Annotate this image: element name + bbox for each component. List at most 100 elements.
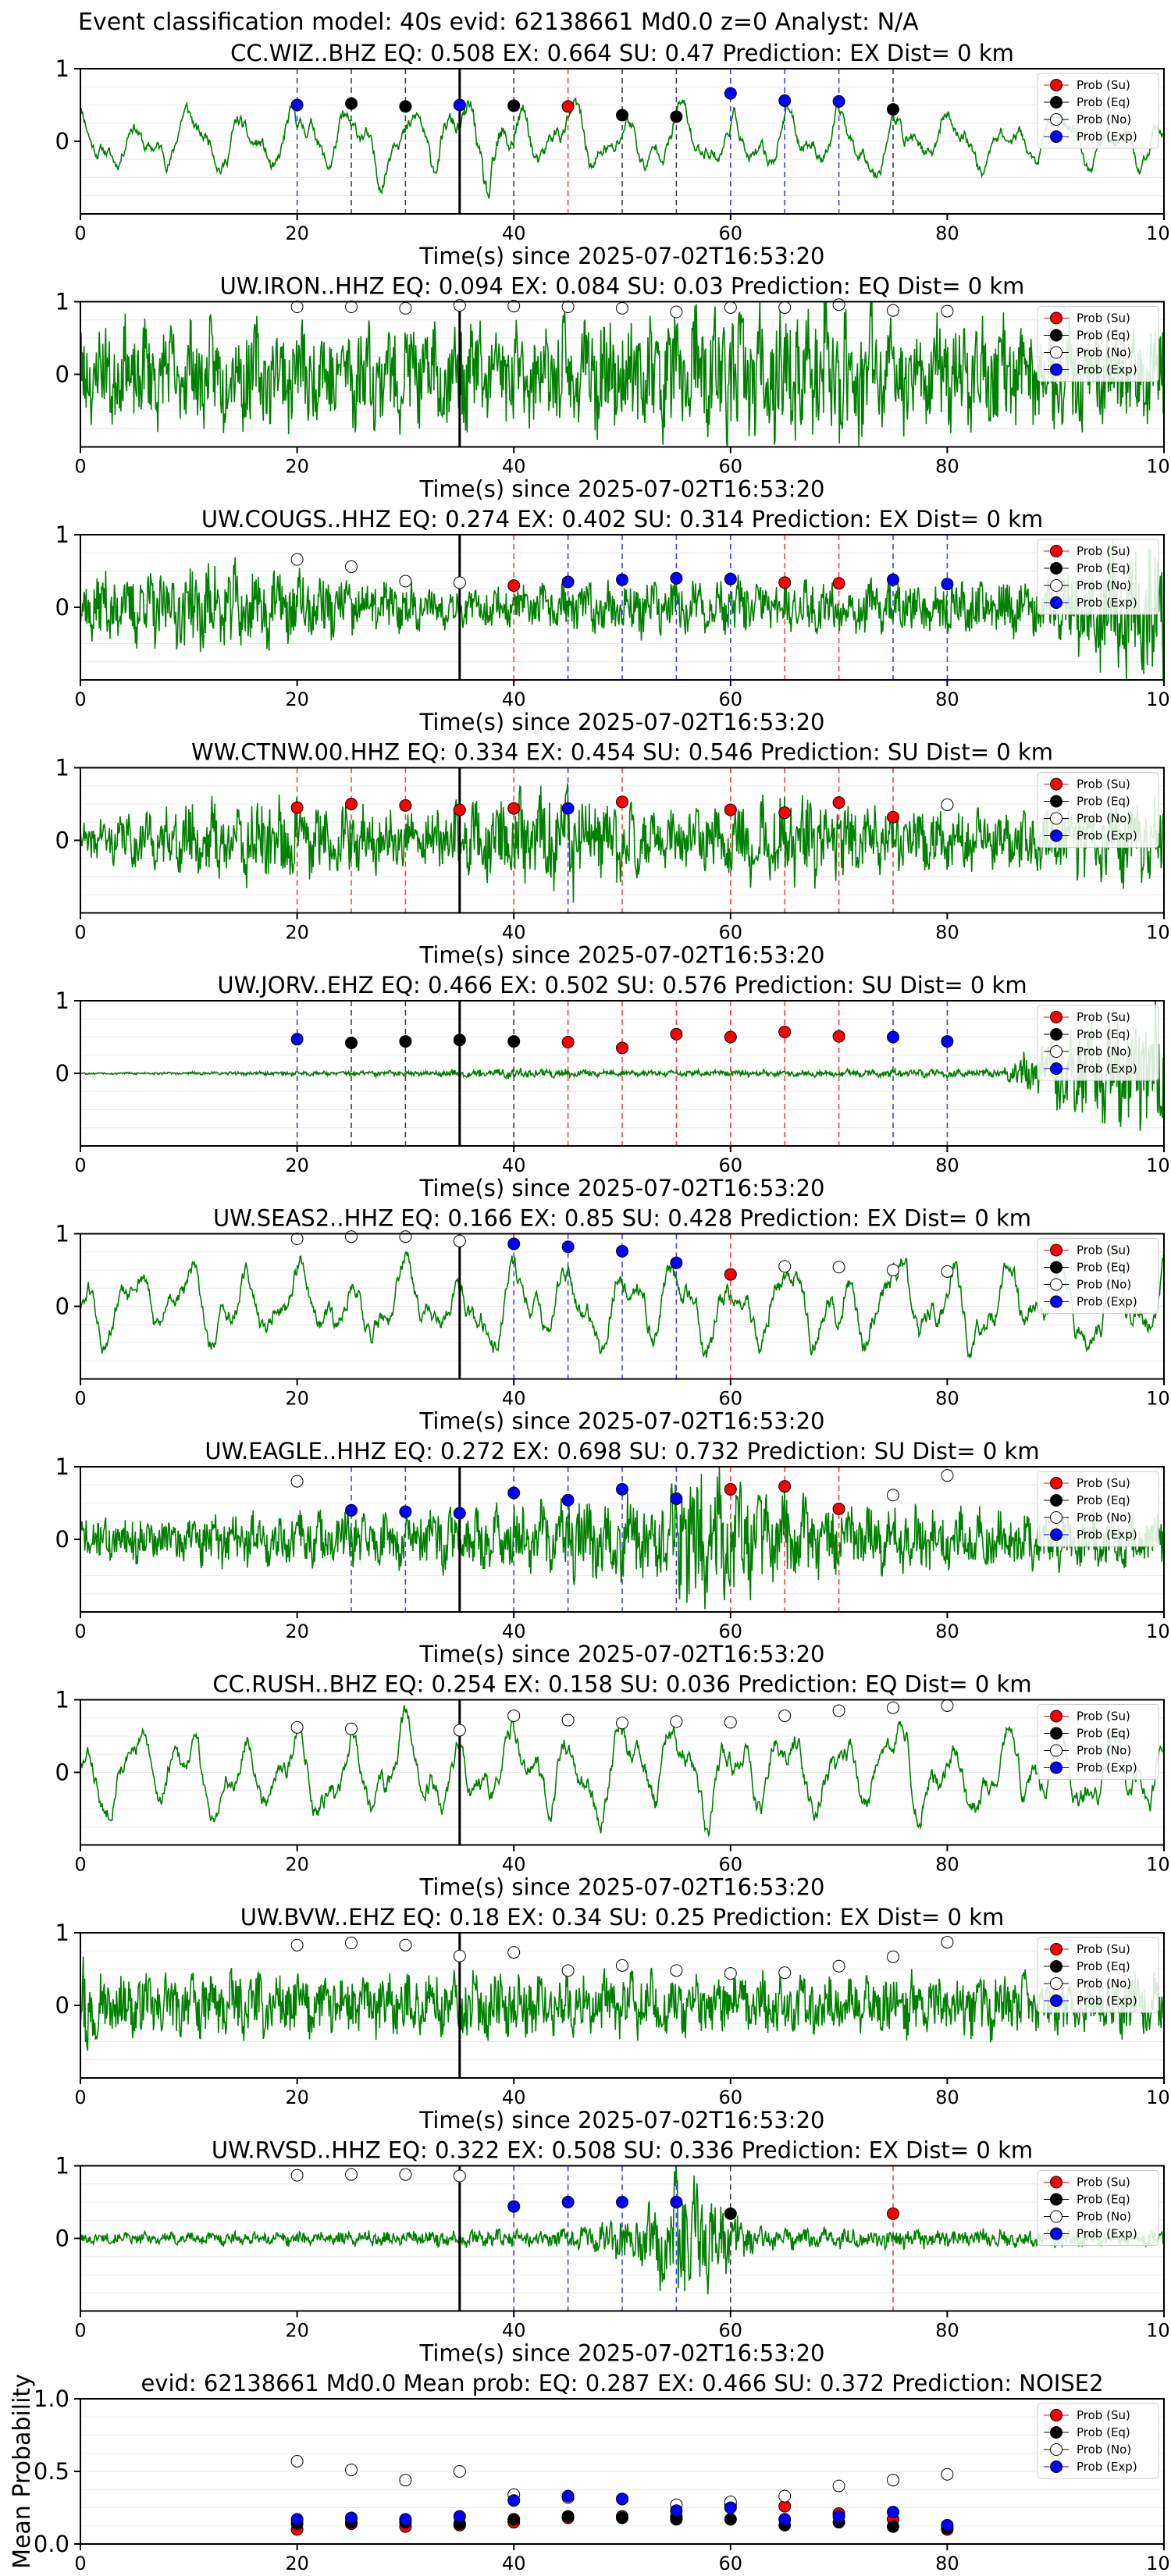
prob-point-exp [887, 1030, 899, 1044]
prob-point-no [345, 560, 358, 573]
prob-point-no [399, 301, 412, 315]
panel-3: WW.CTNW.00.HHZ EQ: 0.334 EX: 0.454 SU: 0… [55, 739, 1171, 969]
legend-label-no: Prob (No) [1077, 112, 1131, 126]
legend-marker-no [1050, 1278, 1062, 1291]
prob-point-su [778, 576, 792, 589]
panel-title: UW.IRON..HHZ EQ: 0.094 EX: 0.084 SU: 0.0… [220, 273, 1025, 300]
prob-point-exp [507, 1486, 521, 1500]
prob-point-eq [724, 2207, 737, 2220]
x-tick-label: 100 [1146, 922, 1171, 944]
mean-point-no [399, 2474, 412, 2487]
waveform [80, 783, 1164, 903]
prob-point-no [507, 1709, 521, 1722]
prob-point-exp [941, 578, 954, 591]
prob-point-no [453, 1234, 466, 1247]
legend-frame [1037, 1005, 1159, 1081]
legend-marker-exp [1050, 596, 1062, 609]
x-tick-label: 100 [1146, 222, 1171, 244]
prob-point-exp [561, 2196, 575, 2208]
legend-marker-no [1050, 812, 1062, 825]
mean-point-exp [290, 2513, 304, 2526]
legend-frame [1037, 73, 1159, 149]
prob-point-exp [670, 571, 683, 585]
prob-point-su [778, 1480, 792, 1493]
x-tick-label: 20 [285, 688, 309, 710]
x-tick-label: 100 [1146, 1155, 1171, 1176]
x-tick-label: 80 [935, 1388, 959, 1410]
prob-point-no [670, 1964, 683, 1977]
legend-marker-su [1050, 1011, 1062, 1023]
legend-marker-eq [1050, 2193, 1062, 2206]
legend-label-exp: Prob (Exp) [1077, 829, 1137, 843]
x-tick-label: 20 [285, 1854, 309, 1876]
prob-point-eq [345, 1036, 358, 1049]
panel-10: evid: 62138661 Md0.0 Mean prob: EQ: 0.28… [9, 2370, 1171, 2574]
x-axis-label: Time(s) since 2025-07-02T16:53:20 [419, 1175, 825, 1201]
x-axis-label: Time(s) since 2025-07-02T16:53:20 [419, 2107, 825, 2133]
mean-point-eq [887, 2520, 899, 2533]
prob-point-su [724, 1268, 737, 1281]
legend: Prob (Su) Prob (Eq) Prob (No) Prob (Exp) [1037, 772, 1159, 848]
panel-title: CC.RUSH..BHZ EQ: 0.254 EX: 0.158 SU: 0.0… [212, 1671, 1031, 1698]
mean-point-exp [670, 2504, 683, 2517]
legend-marker-eq [1050, 1261, 1062, 1274]
prob-point-su [507, 579, 521, 592]
prob-point-no [290, 1938, 304, 1952]
prob-point-no [290, 1720, 304, 1734]
legend: Prob (Su) Prob (Eq) Prob (No) Prob (Exp) [1037, 1238, 1159, 1314]
panel-title: UW.EAGLE..HHZ EQ: 0.272 EX: 0.698 SU: 0.… [205, 1438, 1039, 1464]
legend-label-eq: Prob (Eq) [1077, 2425, 1130, 2439]
prob-point-su [561, 1036, 575, 1049]
y-tick-label: 1 [55, 55, 69, 82]
x-tick-label: 20 [285, 922, 309, 944]
x-tick-label: 20 [285, 1388, 309, 1410]
legend-label-su: Prob (Su) [1077, 544, 1130, 558]
legend: Prob (Su) Prob (Eq) Prob (No) Prob (Exp) [1037, 2403, 1159, 2479]
prob-point-su [832, 796, 845, 809]
x-tick-label: 40 [502, 2553, 526, 2574]
legend: Prob (Su) Prob (Eq) Prob (No) Prob (Exp) [1037, 1704, 1159, 1780]
prob-point-eq [399, 100, 412, 113]
panel-title: evid: 62138661 Md0.0 Mean prob: EQ: 0.28… [141, 2370, 1103, 2396]
x-axis-label: Time(s) since 2025-07-02T16:53:20 [419, 2340, 825, 2367]
prob-point-eq [345, 97, 358, 110]
x-axis-label: Time(s) since 2025-07-02T16:53:20 [419, 476, 825, 503]
legend-marker-eq [1050, 795, 1062, 808]
x-tick-label: 20 [285, 2087, 309, 2108]
legend-label-eq: Prob (Eq) [1077, 1493, 1130, 1507]
prob-point-no [832, 1704, 845, 1717]
legend-marker-su [1050, 1477, 1062, 1489]
y-axis-label: Mean Probability [9, 2374, 36, 2569]
mean-point-exp [941, 2518, 954, 2532]
panel-title: WW.CTNW.00.HHZ EQ: 0.334 EX: 0.454 SU: 0… [191, 739, 1053, 766]
x-tick-label: 80 [935, 1621, 959, 1642]
prob-point-no [453, 1724, 466, 1737]
legend-label-exp: Prob (Exp) [1077, 1295, 1137, 1309]
x-tick-label: 0 [74, 1155, 86, 1176]
legend-marker-exp [1050, 829, 1062, 842]
legend: Prob (Su) Prob (Eq) Prob (No) Prob (Exp) [1037, 1005, 1159, 1081]
legend-label-exp: Prob (Exp) [1077, 363, 1137, 377]
prob-point-su [832, 1030, 845, 1043]
x-tick-label: 40 [502, 1854, 526, 1876]
legend-marker-exp [1050, 1295, 1062, 1308]
legend-label-no: Prob (No) [1077, 2210, 1131, 2224]
prob-point-su [616, 1041, 628, 1055]
prob-point-no [345, 2168, 358, 2181]
prob-point-no [616, 1717, 628, 1730]
waveform [80, 1705, 1164, 1838]
x-tick-label: 80 [935, 2320, 959, 2342]
prob-point-exp [561, 1493, 575, 1507]
panel-title: UW.JORV..EHZ EQ: 0.466 EX: 0.502 SU: 0.5… [217, 972, 1027, 998]
x-axis-label: Time(s) since 2025-07-02T16:53:20 [419, 709, 825, 735]
mean-point-exp [616, 2492, 628, 2506]
prob-point-no [941, 1265, 954, 1278]
legend-label-eq: Prob (Eq) [1077, 561, 1130, 575]
y-tick-label: 1 [55, 987, 69, 1014]
legend-label-eq: Prob (Eq) [1077, 1959, 1130, 1973]
legend-marker-no [1050, 579, 1062, 592]
panel-1: UW.IRON..HHZ EQ: 0.094 EX: 0.084 SU: 0.0… [55, 273, 1171, 503]
mean-point-eq [724, 2513, 737, 2526]
x-tick-label: 60 [719, 688, 743, 710]
legend-label-su: Prob (Su) [1077, 1476, 1130, 1490]
